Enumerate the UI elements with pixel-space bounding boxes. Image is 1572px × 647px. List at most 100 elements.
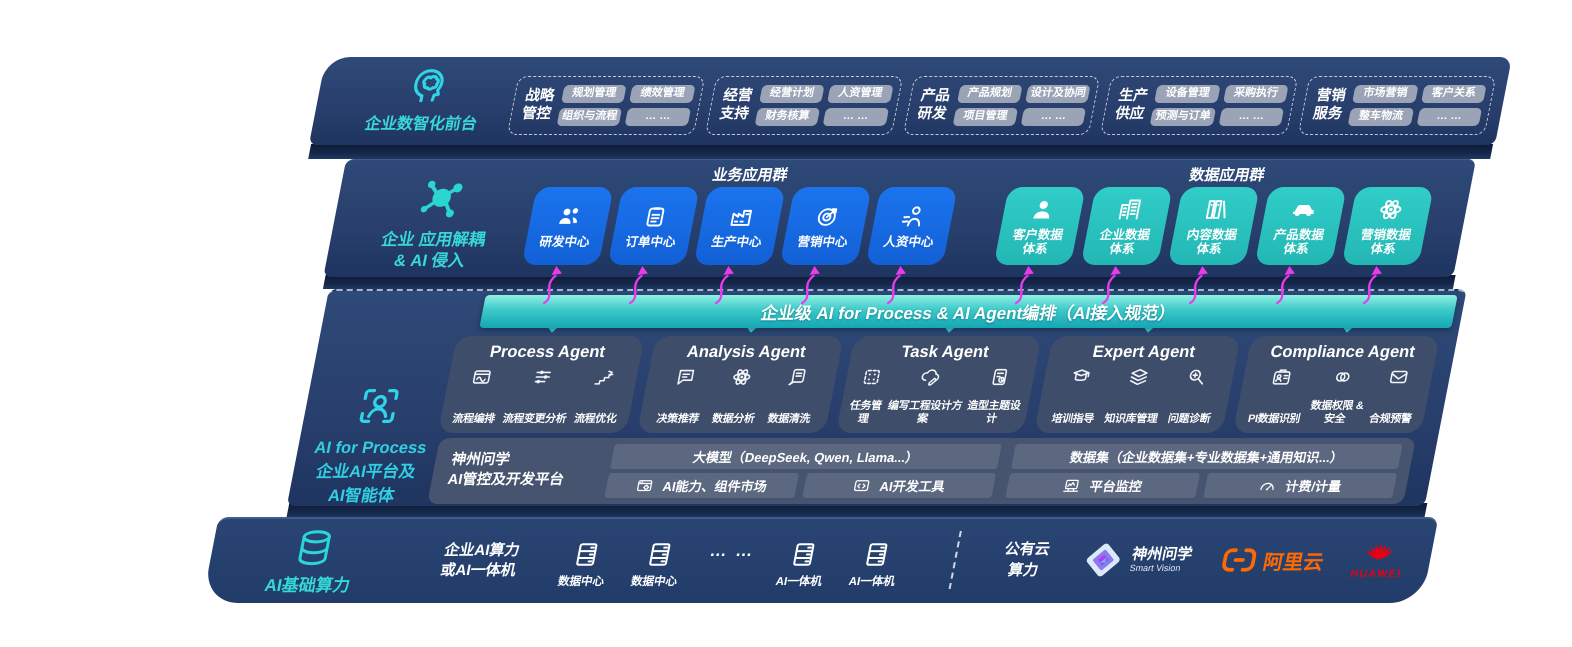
mail-icon xyxy=(1385,366,1411,388)
server-icon xyxy=(787,540,822,569)
platform-cell: 平台监控 xyxy=(1005,473,1200,498)
agent-item: 造型主题设计 xyxy=(962,366,1031,425)
dataset-cells: 平台监控 计费/计量 xyxy=(1005,473,1398,498)
app-card: 研发中心 xyxy=(521,187,614,265)
app-card-wrap: 产品数据 体系 xyxy=(1254,187,1347,305)
magenta-arrow-icon xyxy=(1182,265,1216,305)
magenta-arrow-icon xyxy=(794,265,828,305)
app-card-label: 内容数据 体系 xyxy=(1185,227,1239,256)
agent-item: PI数据识别 xyxy=(1247,366,1311,425)
app-card: 内容数据 体系 xyxy=(1167,187,1260,265)
front-office-chip: 设计及协同 xyxy=(1025,85,1091,103)
app-card-wrap: 订单中心 xyxy=(607,187,700,305)
data-cards: 客户数据 体系 企业数据 体系 内容数据 体系 产品数据 体系 营销数据 体系 xyxy=(993,187,1434,305)
app-card-wrap: 生产中心 xyxy=(693,187,786,305)
people-icon xyxy=(553,203,585,230)
compute-node-label: AI一体机 xyxy=(847,576,896,588)
dataset-group: 数据集（企业数据集+专业数据集+通用知识...） 平台监控 计费/计量 xyxy=(1005,444,1403,498)
agent-item: 决策推荐 xyxy=(655,366,709,425)
clipboard-icon xyxy=(639,203,671,230)
compute-node-label: 数据中心 xyxy=(556,576,606,588)
app-card-wrap: 客户数据 体系 xyxy=(993,187,1086,305)
alicloud-logo xyxy=(1218,547,1259,573)
app-card-wrap: 营销数据 体系 xyxy=(1341,187,1434,305)
app-card-label: 客户数据 体系 xyxy=(1011,227,1065,256)
agent-item-label: 问题诊断 xyxy=(1166,412,1212,425)
agent-boxes: Process Agent 流程编排 流程变更分析 流程优化 Analysis Agen… xyxy=(437,304,1440,433)
agent-items: PI数据识别 数据权限 & 安全 合规预警 xyxy=(1241,366,1428,425)
platform-cell: AI能力、组件市场 xyxy=(604,473,799,498)
agent-item-label: 流程变更分析 xyxy=(501,412,568,425)
app-card-label: 生产中心 xyxy=(710,234,763,249)
agent-box: Analysis Agent 决策推荐 数据分析 数据清洗 xyxy=(636,304,844,433)
agent-item: 任务管理 xyxy=(843,366,893,425)
front-office-chip: 项目管理 xyxy=(952,108,1019,126)
smartvision-name: 神州问学 xyxy=(1130,546,1194,564)
agent-item: 培训指导 xyxy=(1050,366,1104,425)
agent-title: Compliance Agent xyxy=(1268,343,1417,361)
agent-items: 任务管理 编写工程设计方案 造型主题设计 xyxy=(843,366,1030,425)
front-office-group: 生产 供应 设备管理 采购执行 预测与订单… … xyxy=(1100,76,1299,135)
chat-icon xyxy=(673,366,699,388)
server-icon xyxy=(569,540,604,569)
buildings-icon xyxy=(1114,196,1146,223)
window-gear-icon xyxy=(634,477,655,495)
dataset-bar: 数据集（企业数据集+专业数据集+通用知识...） xyxy=(1010,444,1403,469)
agent-item-label: 数据清洗 xyxy=(766,412,812,425)
agent-item: 数据权限 & 安全 xyxy=(1307,366,1371,425)
agent-items: 流程编排 流程变更分析 流程优化 xyxy=(445,366,632,425)
front-office-chip: 产品规划 xyxy=(956,85,1023,103)
front-office-chip: 设备管理 xyxy=(1154,85,1221,103)
front-office-chip: 预测与订单 xyxy=(1150,108,1216,126)
front-office-chips: 经营计划 人资管理 财务核算… … xyxy=(754,85,894,126)
gauge-icon xyxy=(1257,477,1278,495)
app-card: 人资中心 xyxy=(865,187,958,265)
agent-box: Process Agent 流程编排 流程变更分析 流程优化 xyxy=(437,304,645,433)
front-office-group: 产品 研发 产品规划 设计及协同 项目管理… … xyxy=(902,76,1101,135)
ai-layer-label: AI for Process 企业AI平台及 AI智能体 xyxy=(312,439,429,505)
app-card-label: 人资中心 xyxy=(882,234,935,249)
smartvision-text: 神州问学 Smart Vision xyxy=(1129,546,1194,574)
ellipsis-dots: … … xyxy=(708,541,757,560)
platform-cell: AI开发工具 xyxy=(801,473,997,498)
app-card-wrap: 营销中心 xyxy=(779,187,872,305)
platform-cell-label: AI开发工具 xyxy=(878,479,947,494)
agent-item-label: 流程编排 xyxy=(451,412,497,425)
front-office-chip: 市场营销 xyxy=(1352,85,1419,103)
agent-box: Task Agent 任务管理 编写工程设计方案 造型主题设计 xyxy=(835,304,1043,433)
app-card: 产品数据 体系 xyxy=(1254,187,1347,265)
vendor-smartvision: 神州问学 Smart Vision xyxy=(1078,539,1195,581)
content-icon xyxy=(1201,196,1233,223)
agent-item: 流程变更分析 xyxy=(502,366,577,425)
app-card-label: 企业数据 体系 xyxy=(1098,227,1152,256)
agent-box: Expert Agent 培训指导 知识库管理 问题诊断 xyxy=(1034,304,1241,433)
app-card-label: 产品数据 体系 xyxy=(1272,227,1326,256)
onprem-label: 企业AI算力 或AI一体机 xyxy=(438,542,522,580)
business-group-title: 业务应用群 xyxy=(710,167,790,184)
front-office-group: 经营 支持 经营计划 人资管理 财务核算… … xyxy=(704,76,903,135)
atom-icon xyxy=(1375,196,1407,223)
compute-node: 数据中心 xyxy=(630,540,686,589)
head-brain-icon xyxy=(402,62,455,108)
ai-layer-label-block: AI for Process 企业AI平台及 AI智能体 xyxy=(286,383,455,509)
agent-item-label: 造型主题设计 xyxy=(966,400,1022,425)
app-card-label: 订单中心 xyxy=(624,234,677,249)
agent-title: Task Agent xyxy=(899,343,991,361)
agent-item: 流程优化 xyxy=(573,366,627,425)
front-office-group: 营销 服务 市场营销 客户关系 整车物流… … xyxy=(1298,76,1497,135)
compute-label-block: AI基础算力 xyxy=(243,527,380,596)
platform-cell-label: 计费/计量 xyxy=(1283,479,1343,494)
hr-icon xyxy=(897,203,929,230)
agent-item: 流程编排 xyxy=(451,366,505,425)
front-office-chips: 规划管理 绩效管理 组织与流程… … xyxy=(556,85,696,126)
front-office-group-name: 营销 服务 xyxy=(1311,88,1348,122)
vendor-alicloud: 阿里云 xyxy=(1218,546,1327,575)
agent-item-label: 流程优化 xyxy=(573,412,618,425)
grid-icon xyxy=(858,366,884,388)
platform-cell: 计费/计量 xyxy=(1202,473,1398,498)
front-office-chip: … … xyxy=(625,108,691,126)
smartvision-logo xyxy=(1078,539,1128,581)
clean-icon xyxy=(784,366,810,388)
front-office-chip: 采购执行 xyxy=(1222,85,1289,103)
